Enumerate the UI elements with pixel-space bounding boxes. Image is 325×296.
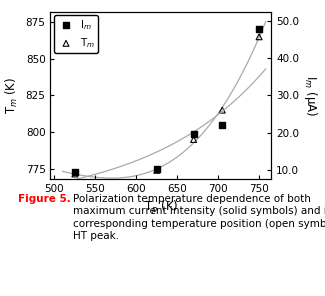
I$_m$	[220, 123, 225, 128]
I$_m$	[256, 26, 262, 31]
T$_m$	[191, 137, 196, 142]
T$_m$	[220, 108, 225, 112]
Y-axis label: T$_m$ (K): T$_m$ (K)	[4, 77, 20, 114]
Text: Figure 5.: Figure 5.	[18, 194, 71, 204]
Legend: I$_m$, T$_m$: I$_m$, T$_m$	[54, 15, 98, 53]
T$_m$	[154, 168, 159, 173]
Y-axis label: I$_m$ (μA): I$_m$ (μA)	[302, 75, 319, 116]
X-axis label: T$_p$ (K): T$_p$ (K)	[144, 200, 178, 218]
T$_m$	[256, 34, 262, 39]
Text: Polarization temperature dependence of both
maximum current intensity (solid sym: Polarization temperature dependence of b…	[73, 194, 325, 241]
I$_m$	[154, 167, 159, 171]
I$_m$	[191, 132, 196, 137]
I$_m$	[72, 169, 78, 174]
T$_m$	[72, 172, 78, 176]
